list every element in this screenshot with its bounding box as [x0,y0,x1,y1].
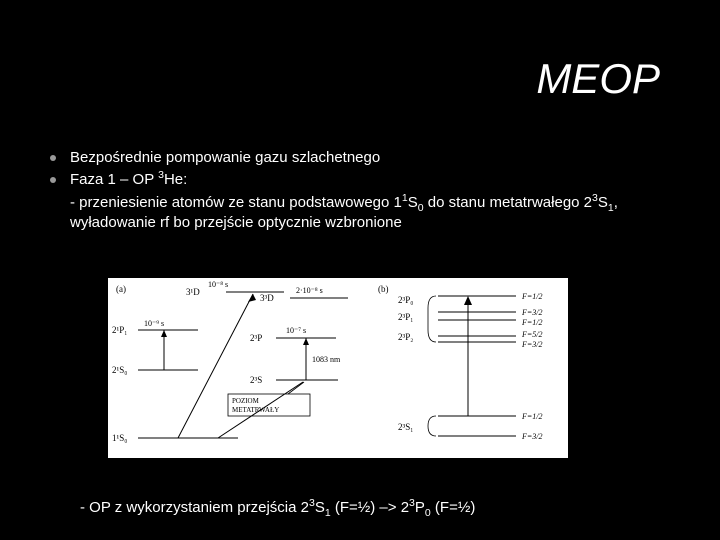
svg-text:10⁻⁹ s: 10⁻⁹ s [144,319,164,328]
svg-text:10⁻⁸ s: 10⁻⁸ s [208,280,228,289]
svg-text:F=5/2: F=5/2 [521,330,543,339]
bullet-item: Bezpośrednie pompowanie gazu szlachetneg… [50,148,680,168]
svg-text:2¹S₀: 2¹S₀ [112,365,127,375]
bullet-list: Bezpośrednie pompowanie gazu szlachetneg… [50,148,680,235]
svg-text:2³P₁: 2³P₁ [398,312,413,322]
svg-text:2³P₂: 2³P₂ [398,332,413,342]
bullet-text-2: Faza 1 – OP 3He: [70,170,187,190]
svg-text:F=1/2: F=1/2 [521,292,543,301]
svg-text:2³S: 2³S [250,375,262,385]
svg-text:(a): (a) [116,284,126,294]
bullet-text-3: - przeniesienie atomów ze stanu podstawo… [70,193,680,234]
svg-text:(b): (b) [378,284,389,294]
svg-text:2·10⁻⁸ s: 2·10⁻⁸ s [296,286,323,295]
svg-text:2¹P₁: 2¹P₁ [112,325,127,335]
bullet-marker-icon [50,177,56,183]
svg-text:2³P: 2³P [250,333,262,343]
diagram-svg: (a) 3¹D 10⁻⁸ s 2¹P₁ 10⁻⁹ s 2¹S₀ 1¹S₀ 3³D… [108,278,568,458]
svg-text:POZIOM: POZIOM [232,397,260,405]
svg-text:F=3/2: F=3/2 [521,308,543,317]
bullet-continuation: - przeniesienie atomów ze stanu podstawo… [50,193,680,234]
svg-text:1083 nm: 1083 nm [312,355,341,364]
svg-text:F=1/2: F=1/2 [521,318,543,327]
svg-text:2³P₀: 2³P₀ [398,295,413,305]
svg-text:1¹S₀: 1¹S₀ [112,433,127,443]
slide-title: MEOP [536,55,660,103]
bullet-marker-icon [50,155,56,161]
svg-text:F=3/2: F=3/2 [521,432,543,441]
svg-text:F=3/2: F=3/2 [521,340,543,349]
bullet-text-1: Bezpośrednie pompowanie gazu szlachetneg… [70,148,380,168]
svg-text:F=1/2: F=1/2 [521,412,543,421]
svg-text:3¹D: 3¹D [186,287,200,297]
energy-level-diagram: (a) 3¹D 10⁻⁸ s 2¹P₁ 10⁻⁹ s 2¹S₀ 1¹S₀ 3³D… [108,278,568,458]
footer-text: - OP z wykorzystaniem przejścia 23S1 (F=… [80,499,475,516]
svg-text:10⁻⁷ s: 10⁻⁷ s [286,326,306,335]
svg-text:2³S₁: 2³S₁ [398,422,413,432]
svg-text:3³D: 3³D [260,293,274,303]
bullet-item: Faza 1 – OP 3He: [50,170,680,190]
